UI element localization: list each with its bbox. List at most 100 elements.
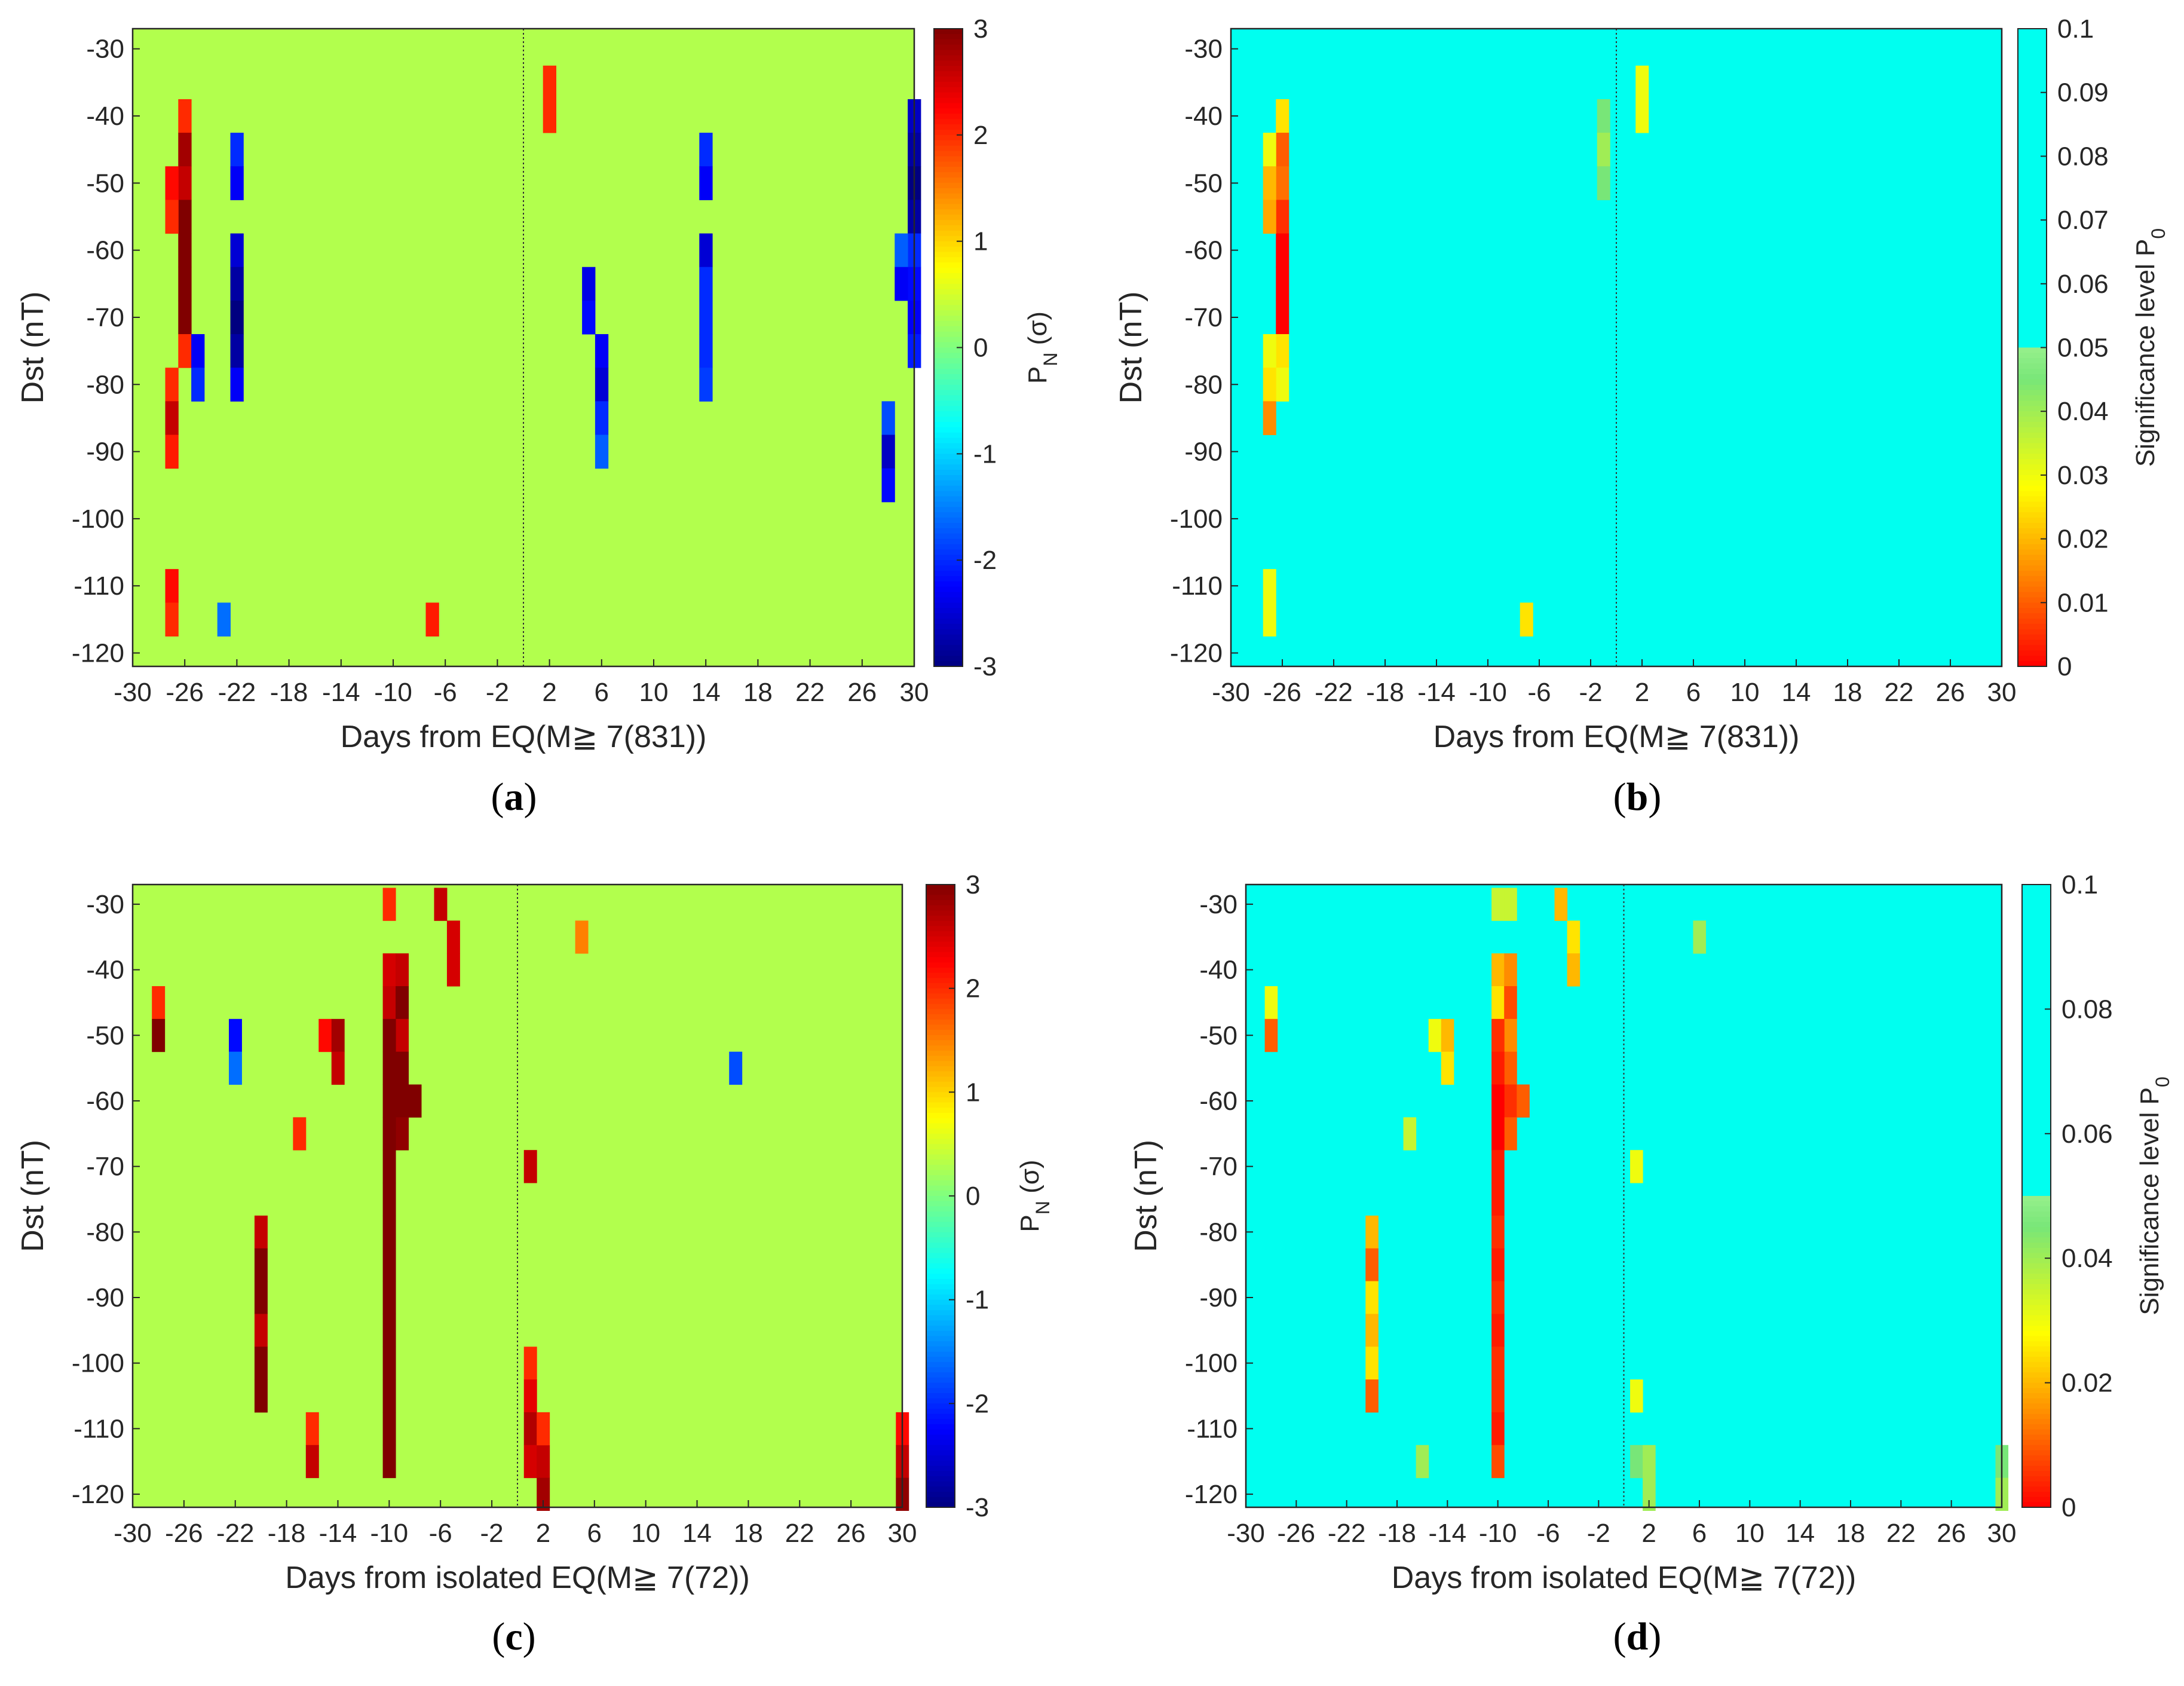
colorbar-segment [2018, 50, 2047, 56]
colorbar-segment [926, 1294, 955, 1301]
colorbar-segment [926, 1274, 955, 1280]
caption-close-paren: ) [524, 775, 537, 819]
y-tick-label: -60 [1199, 1087, 1238, 1116]
heatmap-cell [543, 65, 556, 100]
heatmap-cell [1365, 1347, 1379, 1380]
heatmap-cell [1520, 602, 1533, 637]
colorbar-segment [2022, 1118, 2051, 1124]
heatmap-cell [575, 920, 589, 954]
x-tick-label: -30 [1212, 678, 1250, 707]
colorbar-segment [934, 549, 963, 556]
heatmap-cell [1276, 300, 1289, 335]
colorbar-segment [2018, 60, 2047, 67]
colorbar-segment [2022, 1227, 2051, 1233]
heatmap-cell [331, 1051, 345, 1085]
colorbar: 0.1 0.09 0.08 0.07 0.06 0.05 0.04 0.03 0.02 0.01 0… [2017, 14, 2169, 681]
colorbar-tick-label: 0.08 [2062, 995, 2113, 1024]
x-tick-label: -14 [1417, 678, 1456, 707]
colorbar-segment [2018, 570, 2047, 577]
x-axis-label: Days from isolated EQ(M≧ 7(72)) [1392, 1560, 1857, 1595]
heatmap-cell [254, 1281, 268, 1314]
colorbar-segment [926, 1180, 955, 1186]
colorbar-segment [2018, 661, 2047, 667]
heatmap-cell [230, 334, 244, 368]
heatmap-cell [305, 1445, 319, 1479]
colorbar-segment [2018, 268, 2047, 274]
colorbar-segment [2018, 656, 2047, 662]
heatmap-cell [1491, 1150, 1505, 1183]
y-tick-label: -90 [86, 1283, 124, 1312]
colorbar-segment [2022, 1055, 2051, 1062]
x-tick-label: -6 [1527, 678, 1551, 707]
heatmap-cell [382, 1412, 396, 1446]
heatmap-cell [165, 368, 179, 402]
heatmap-cell [178, 166, 192, 200]
colorbar-segment [2022, 1035, 2051, 1041]
colorbar-segment [934, 459, 963, 466]
colorbar-segment [926, 1471, 955, 1477]
colorbar-segment [2022, 1076, 2051, 1082]
colorbar-segment [2018, 108, 2047, 115]
colorbar-segment [2018, 581, 2047, 588]
colorbar-segment [926, 1460, 955, 1467]
colorbar-segment [2018, 602, 2047, 609]
colorbar-segment [2018, 167, 2047, 173]
colorbar-segment [926, 1071, 955, 1078]
colorbar-segment [934, 363, 963, 370]
heatmap-cell [1630, 1150, 1643, 1183]
y-tick-label: -30 [86, 890, 124, 919]
colorbar-segment [2022, 1149, 2051, 1155]
x-tick-label: 2 [1635, 678, 1649, 707]
y-axis-label: Dst (nT) [16, 292, 50, 404]
colorbar-segment [2018, 576, 2047, 582]
heatmap-cell [699, 267, 713, 301]
colorbar-label: Significance level P0 [2135, 1076, 2173, 1315]
x-tick-label: 22 [1886, 1519, 1916, 1548]
colorbar-segment [2022, 889, 2051, 896]
x-tick-label: 30 [1987, 1519, 2017, 1548]
colorbar-segment [934, 432, 963, 439]
x-tick-label: -30 [114, 678, 152, 707]
colorbar-segment [2018, 618, 2047, 625]
colorbar-segment [2022, 1185, 2051, 1192]
colorbar-segment [2022, 1409, 2051, 1415]
colorbar-segment [2022, 1429, 2051, 1436]
colorbar-segment [2022, 1289, 2051, 1295]
colorbar-segment [2018, 650, 2047, 657]
colorbar-segment [934, 565, 963, 571]
x-tick-label: -2 [486, 678, 509, 707]
colorbar-segment [2022, 967, 2051, 974]
heatmap-cell [881, 401, 895, 436]
x-tick-label: -22 [1328, 1519, 1366, 1548]
axes-frame [1245, 883, 2003, 1508]
colorbar-segment [2022, 951, 2051, 958]
caption-open-paren: ( [492, 1615, 505, 1659]
colorbar-segment [2022, 1211, 2051, 1217]
colorbar-segment [2018, 347, 2047, 354]
heatmap-cells [1263, 65, 1649, 637]
y-tick-label: -40 [1199, 956, 1238, 985]
colorbar-segment [934, 496, 963, 503]
colorbar-segment [2018, 129, 2047, 136]
colorbar-segment [2018, 369, 2047, 375]
colorbar-segment [926, 951, 955, 958]
colorbar-segment [926, 1305, 955, 1311]
colorbar-segment [934, 97, 963, 104]
heatmap-cell [230, 166, 244, 200]
heatmap-cell [1263, 602, 1276, 637]
y-tick-label: -120 [1170, 639, 1223, 668]
colorbar-segment [2022, 983, 2051, 989]
colorbar-segment [926, 910, 955, 917]
y-tick-label: -50 [86, 169, 124, 198]
colorbar-segment [2022, 1403, 2051, 1410]
colorbar-label-suffix: (σ) [1015, 1159, 1044, 1201]
colorbar-segment [926, 1066, 955, 1072]
colorbar-tick-label: 3 [973, 14, 988, 44]
colorbar-segment [2018, 299, 2047, 306]
colorbar-segment [2022, 910, 2051, 917]
y-tick-label: -120 [72, 1480, 124, 1509]
colorbar-segment [2022, 936, 2051, 943]
colorbar-segment [2018, 470, 2047, 476]
heatmap-cell [1630, 1445, 1643, 1479]
colorbar-segment [2018, 608, 2047, 614]
